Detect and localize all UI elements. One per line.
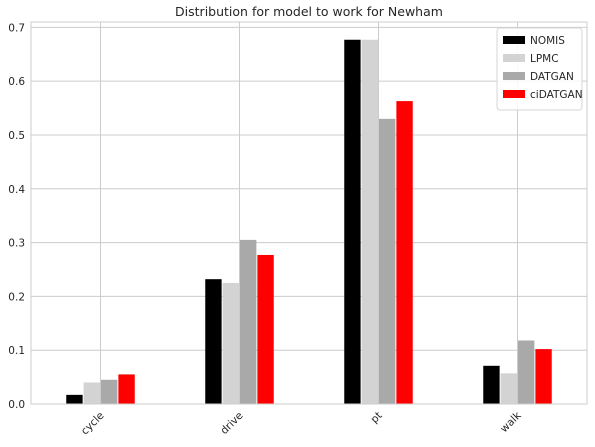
y-tick-label: 0.6	[8, 76, 25, 88]
bar-lpmc-walk	[500, 373, 517, 404]
legend-swatch-lpmc	[503, 54, 525, 62]
bar-datgan-cycle	[101, 379, 118, 404]
bar-datgan-drive	[240, 239, 257, 404]
bar-cidatgan-cycle	[118, 374, 135, 404]
x-tick-label: walk	[498, 409, 524, 435]
legend-label-nomis: NOMIS	[530, 35, 565, 47]
legend-box	[496, 27, 583, 111]
bar-nomis-drive	[205, 279, 222, 404]
bar-cidatgan-drive	[257, 254, 274, 404]
bar-lpmc-pt	[361, 39, 378, 404]
y-tick-label: 0.0	[8, 399, 25, 411]
legend-label-lpmc: LPMC	[530, 53, 559, 65]
y-tick-label: 0.3	[8, 238, 25, 250]
y-tick-label: 0.5	[8, 130, 25, 142]
bar-nomis-walk	[483, 365, 500, 404]
legend-swatch-cidatgan	[503, 90, 525, 98]
legend-swatch-nomis	[503, 36, 525, 44]
bar-datgan-walk	[518, 340, 535, 404]
legend-label-cidatgan: ciDATGAN	[530, 89, 583, 101]
bar-cidatgan-pt	[396, 101, 413, 404]
bar-datgan-pt	[379, 118, 396, 405]
legend-swatch-datgan	[503, 72, 525, 80]
plot-frame	[30, 21, 588, 405]
bars-layer	[66, 39, 552, 405]
x-tick-label: drive	[218, 410, 245, 437]
x-tick-label: pt	[369, 410, 385, 426]
chart-title: Distribution for model to work for Newha…	[175, 4, 443, 19]
bar-cidatgan-walk	[535, 349, 552, 404]
x-axis-ticks: cycle drive pt walk	[79, 409, 524, 437]
legend-label-datgan: DATGAN	[530, 71, 574, 83]
x-tick-label: cycle	[79, 410, 107, 438]
bar-lpmc-cycle	[83, 382, 100, 404]
legend: NOMIS LPMC DATGAN ciDATGAN	[496, 27, 583, 111]
y-tick-label: 0.4	[8, 184, 25, 196]
bar-nomis-pt	[344, 39, 361, 404]
bar-lpmc-drive	[222, 282, 239, 404]
bar-nomis-cycle	[66, 394, 83, 404]
y-axis-ticks: 0.0 0.1 0.2 0.3 0.4 0.5 0.6 0.7	[8, 22, 25, 411]
y-tick-label: 0.7	[8, 22, 25, 34]
y-tick-label: 0.1	[8, 345, 25, 357]
y-tick-label: 0.2	[8, 291, 25, 303]
